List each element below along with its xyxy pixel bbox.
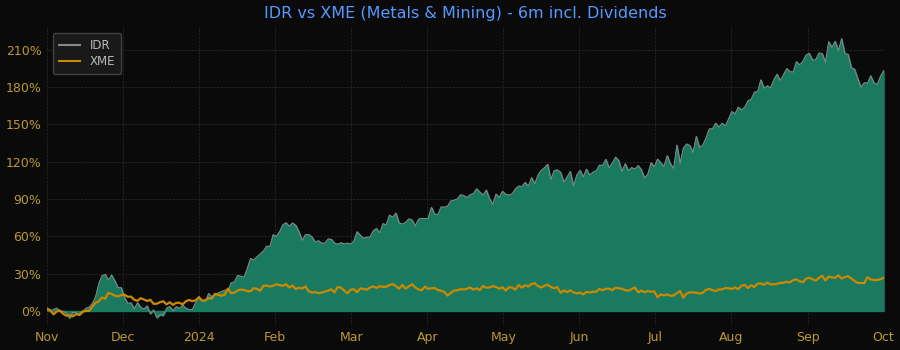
Title: IDR vs XME (Metals & Mining) - 6m incl. Dividends: IDR vs XME (Metals & Mining) - 6m incl. … <box>264 6 667 21</box>
Legend: IDR, XME: IDR, XME <box>53 33 121 74</box>
